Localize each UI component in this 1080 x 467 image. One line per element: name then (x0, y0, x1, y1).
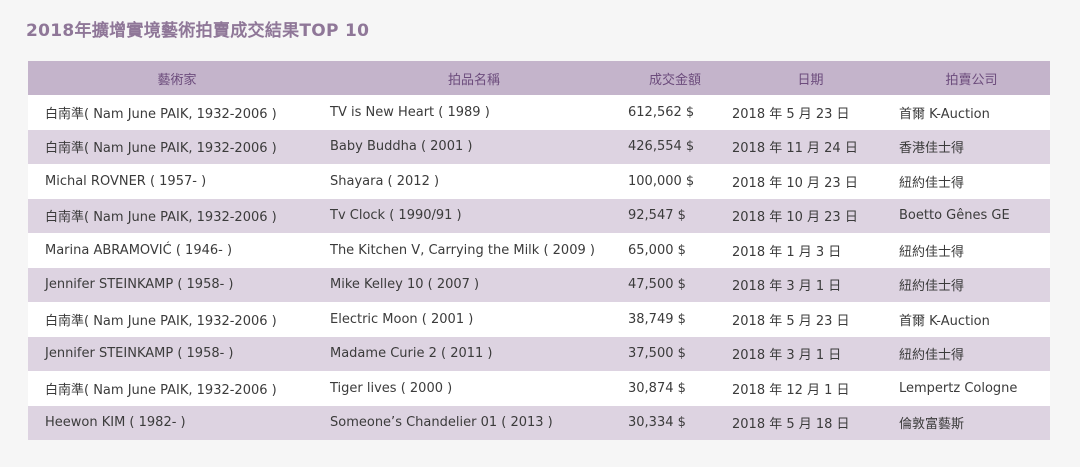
price-cell: 37,500 $ (622, 336, 728, 371)
header-auction-house: 拍賣公司 (893, 61, 1050, 95)
table-row: Michal ROVNER ( 1957- ) Shayara ( 2012 ) 1… (28, 164, 1050, 199)
header-price: 成交金額 (622, 61, 728, 95)
price-cell: 612,562 $ (622, 95, 728, 130)
table-row: Jennifer STEINKAMP ( 1958- ) Madame Curie… (28, 336, 1050, 371)
date-cell: 2018 年 12 月 1 日 (728, 371, 893, 406)
date-cell: 2018 年 3 月 1 日 (728, 267, 893, 302)
artist-cell: 白南準( Nam June PAIK, 1932-2006 ) (28, 95, 326, 130)
auction-house-cell: 紐約佳士得 (893, 164, 1050, 199)
auction-house-cell: 香港佳士得 (893, 129, 1050, 164)
artist-cell: 白南準( Nam June PAIK, 1932-2006 ) (28, 371, 326, 406)
table-row: 白南準( Nam June PAIK, 1932-2006 ) Tiger liv… (28, 371, 1050, 406)
date-cell: 2018 年 5 月 23 日 (728, 95, 893, 130)
table-row: Heewon KIM ( 1982- ) Someone’s Chandelier… (28, 405, 1050, 440)
work-cell: Electric Moon ( 2001 ) (326, 302, 622, 337)
header-work: 拍品名稱 (326, 61, 622, 95)
table-row: 白南準( Nam June PAIK, 1932-2006 ) Electric … (28, 302, 1050, 337)
work-cell: Baby Buddha ( 2001 ) (326, 129, 622, 164)
auction-house-cell: 紐約佳士得 (893, 233, 1050, 268)
work-cell: The Kitchen V, Carrying the Milk ( 2009 … (326, 233, 622, 268)
work-cell: Tiger lives ( 2000 ) (326, 371, 622, 406)
auction-house-cell: Boetto Gênes GE (893, 198, 1050, 233)
date-cell: 2018 年 11 月 24 日 (728, 129, 893, 164)
price-cell: 47,500 $ (622, 267, 728, 302)
auction-house-cell: 首爾 K-Auction (893, 302, 1050, 337)
price-cell: 30,334 $ (622, 405, 728, 440)
date-cell: 2018 年 5 月 18 日 (728, 405, 893, 440)
work-cell: Shayara ( 2012 ) (326, 164, 622, 199)
header-artist: 藝術家 (28, 61, 326, 95)
auction-house-cell: Lempertz Cologne (893, 371, 1050, 406)
artist-cell: Jennifer STEINKAMP ( 1958- ) (28, 267, 326, 302)
table-row: Jennifer STEINKAMP ( 1958- ) Mike Kelley … (28, 267, 1050, 302)
page-title: 2018年擴增實境藝術拍賣成交結果TOP 10 (26, 21, 370, 41)
price-cell: 426,554 $ (622, 129, 728, 164)
artist-cell: 白南準( Nam June PAIK, 1932-2006 ) (28, 198, 326, 233)
auction-house-cell: 紐約佳士得 (893, 267, 1050, 302)
price-cell: 92,547 $ (622, 198, 728, 233)
price-cell: 30,874 $ (622, 371, 728, 406)
date-cell: 2018 年 5 月 23 日 (728, 302, 893, 337)
work-cell: TV is New Heart ( 1989 ) (326, 95, 622, 130)
auction-house-cell: 倫敦富藝斯 (893, 405, 1050, 440)
artist-cell: Michal ROVNER ( 1957- ) (28, 164, 326, 199)
artist-cell: 白南準( Nam June PAIK, 1932-2006 ) (28, 302, 326, 337)
artist-cell: Jennifer STEINKAMP ( 1958- ) (28, 336, 326, 371)
header-date: 日期 (728, 61, 893, 95)
artist-cell: Marina ABRAMOVIĆ ( 1946- ) (28, 233, 326, 268)
work-cell: Someone’s Chandelier 01 ( 2013 ) (326, 405, 622, 440)
date-cell: 2018 年 1 月 3 日 (728, 233, 893, 268)
auction-results-table: 藝術家 拍品名稱 成交金額 日期 拍賣公司 白南準( Nam June PAIK… (28, 61, 1050, 440)
price-cell: 100,000 $ (622, 164, 728, 199)
work-cell: Madame Curie 2 ( 2011 ) (326, 336, 622, 371)
auction-house-cell: 紐約佳士得 (893, 336, 1050, 371)
auction-house-cell: 首爾 K-Auction (893, 95, 1050, 130)
date-cell: 2018 年 3 月 1 日 (728, 336, 893, 371)
table-row: 白南準( Nam June PAIK, 1932-2006 ) Baby Budd… (28, 129, 1050, 164)
artist-cell: Heewon KIM ( 1982- ) (28, 405, 326, 440)
work-cell: Mike Kelley 10 ( 2007 ) (326, 267, 622, 302)
price-cell: 65,000 $ (622, 233, 728, 268)
price-cell: 38,749 $ (622, 302, 728, 337)
table-header-row: 藝術家 拍品名稱 成交金額 日期 拍賣公司 (28, 61, 1050, 95)
date-cell: 2018 年 10 月 23 日 (728, 198, 893, 233)
date-cell: 2018 年 10 月 23 日 (728, 164, 893, 199)
table-row: Marina ABRAMOVIĆ ( 1946- ) The Kitchen V,… (28, 233, 1050, 268)
table-row: 白南準( Nam June PAIK, 1932-2006 ) Tv Clock … (28, 198, 1050, 233)
table-row: 白南準( Nam June PAIK, 1932-2006 ) TV is New… (28, 95, 1050, 130)
artist-cell: 白南準( Nam June PAIK, 1932-2006 ) (28, 129, 326, 164)
work-cell: Tv Clock ( 1990/91 ) (326, 198, 622, 233)
